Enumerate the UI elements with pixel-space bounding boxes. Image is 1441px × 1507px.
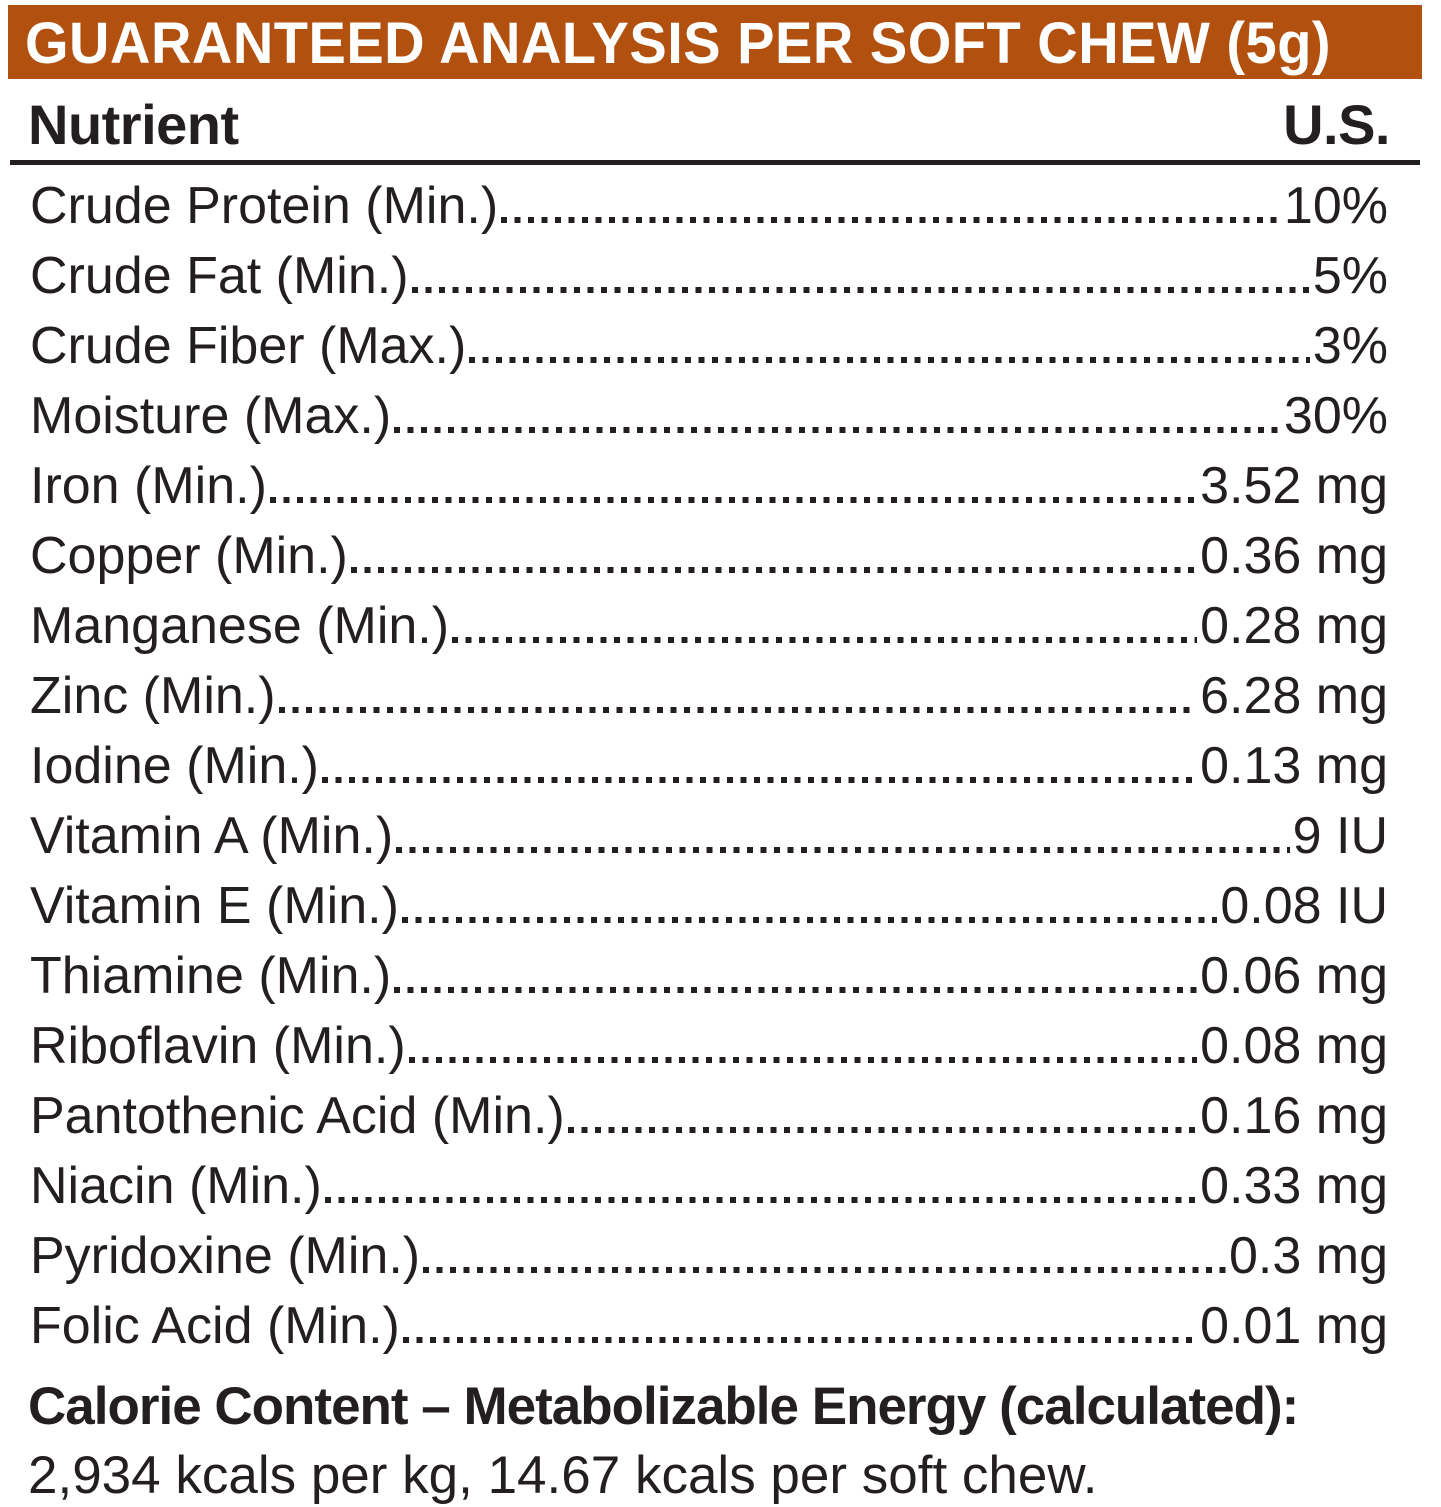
nutrient-label: Riboflavin (Min.) bbox=[30, 1017, 406, 1075]
nutrient-value: 10% bbox=[1283, 177, 1388, 235]
table-row: Vitamin A (Min.) 9 IU bbox=[30, 801, 1388, 871]
dot-leader bbox=[411, 287, 1310, 293]
nutrient-label: Iron (Min.) bbox=[30, 457, 267, 515]
table-row: Zinc (Min.) 6.28 mg bbox=[30, 661, 1388, 731]
dot-leader bbox=[501, 217, 1281, 223]
table-row: Manganese (Min.) 0.28 mg bbox=[30, 591, 1388, 661]
banner-title: GUARANTEED ANALYSIS PER SOFT CHEW (5g) bbox=[25, 9, 1332, 75]
nutrient-value: 3% bbox=[1312, 317, 1388, 375]
nutrient-label: Copper (Min.) bbox=[30, 527, 348, 585]
nutrient-value: 0.16 mg bbox=[1200, 1087, 1388, 1145]
table-row: Copper (Min.) 0.36 mg bbox=[30, 521, 1388, 591]
table-row: Thiamine (Min.) 0.06 mg bbox=[30, 941, 1388, 1011]
dot-leader bbox=[322, 777, 1198, 783]
table-row: Pyridoxine (Min.) 0.3 mg bbox=[30, 1221, 1388, 1291]
dot-leader bbox=[269, 497, 1198, 503]
nutrient-label: Crude Fiber (Max.) bbox=[30, 317, 467, 375]
table-row: Riboflavin (Min.) 0.08 mg bbox=[30, 1011, 1388, 1081]
table-row: Folic Acid (Min.) 0.01 mg bbox=[30, 1291, 1388, 1361]
dot-leader bbox=[423, 1267, 1227, 1273]
header-divider-rule bbox=[10, 160, 1420, 165]
dot-leader bbox=[396, 847, 1290, 853]
dot-leader bbox=[567, 1127, 1198, 1133]
nutrient-label: Manganese (Min.) bbox=[30, 597, 450, 655]
dot-leader bbox=[350, 567, 1198, 573]
dot-leader bbox=[278, 707, 1198, 713]
nutrient-label: Crude Fat (Min.) bbox=[30, 247, 409, 305]
column-header-nutrient: Nutrient bbox=[28, 93, 239, 156]
dot-leader bbox=[408, 1057, 1198, 1063]
nutrient-label: Pyridoxine (Min.) bbox=[30, 1227, 421, 1285]
nutrient-value: 0.06 mg bbox=[1200, 947, 1388, 1005]
nutrient-value: 6.28 mg bbox=[1200, 667, 1388, 725]
nutrient-value: 0.3 mg bbox=[1229, 1227, 1388, 1285]
nutrient-label: Iodine (Min.) bbox=[30, 737, 319, 795]
dot-leader bbox=[452, 637, 1198, 643]
nutrient-value: 0.01 mg bbox=[1200, 1297, 1388, 1355]
nutrient-value: 3.52 mg bbox=[1200, 457, 1388, 515]
calorie-content-detail: 2,934 kcals per kg, 14.67 kcals per soft… bbox=[28, 1446, 1098, 1505]
table-row: Iron (Min.) 3.52 mg bbox=[30, 451, 1388, 521]
banner: GUARANTEED ANALYSIS PER SOFT CHEW (5g) bbox=[8, 5, 1422, 79]
nutrient-label: Thiamine (Min.) bbox=[30, 947, 392, 1005]
nutrient-value: 0.33 mg bbox=[1200, 1157, 1388, 1215]
nutrient-label: Niacin (Min.) bbox=[30, 1157, 322, 1215]
calorie-content-heading: Calorie Content – Metabolizable Energy (… bbox=[28, 1377, 1299, 1436]
guaranteed-analysis-label: GUARANTEED ANALYSIS PER SOFT CHEW (5g) N… bbox=[0, 5, 1441, 1505]
nutrient-value: 30% bbox=[1283, 387, 1388, 445]
table-row: Moisture (Max.) 30% bbox=[30, 381, 1388, 451]
nutrient-value: 0.28 mg bbox=[1200, 597, 1388, 655]
nutrient-label: Folic Acid (Min.) bbox=[30, 1297, 400, 1355]
nutrient-value: 9 IU bbox=[1292, 807, 1388, 865]
dot-leader bbox=[402, 1337, 1198, 1343]
nutrient-label: Zinc (Min.) bbox=[30, 667, 276, 725]
dot-leader bbox=[394, 427, 1281, 433]
table-row: Iodine (Min.) 0.13 mg bbox=[30, 731, 1388, 801]
nutrient-table: Crude Protein (Min.) 10% Crude Fat (Min.… bbox=[30, 171, 1388, 1361]
column-header-us: U.S. bbox=[1283, 93, 1390, 156]
dot-leader bbox=[394, 987, 1198, 993]
nutrient-value: 0.13 mg bbox=[1200, 737, 1388, 795]
nutrient-value: 0.08 IU bbox=[1220, 877, 1388, 935]
nutrient-value: 0.36 mg bbox=[1200, 527, 1388, 585]
nutrient-value: 0.08 mg bbox=[1200, 1017, 1388, 1075]
table-header: Nutrient U.S. bbox=[28, 95, 1390, 155]
nutrient-value: 5% bbox=[1312, 247, 1388, 305]
nutrient-label: Moisture (Max.) bbox=[30, 387, 392, 445]
table-row: Crude Fat (Min.) 5% bbox=[30, 241, 1388, 311]
table-row: Crude Protein (Min.) 10% bbox=[30, 171, 1388, 241]
table-row: Vitamin E (Min.) 0.08 IU bbox=[30, 871, 1388, 941]
dot-leader bbox=[324, 1197, 1198, 1203]
nutrient-label: Vitamin A (Min.) bbox=[30, 807, 394, 865]
table-row: Pantothenic Acid (Min.) 0.16 mg bbox=[30, 1081, 1388, 1151]
table-row: Niacin (Min.) 0.33 mg bbox=[30, 1151, 1388, 1221]
nutrient-label: Crude Protein (Min.) bbox=[30, 177, 499, 235]
nutrient-label: Vitamin E (Min.) bbox=[30, 877, 399, 935]
nutrient-label: Pantothenic Acid (Min.) bbox=[30, 1087, 565, 1145]
dot-leader bbox=[469, 357, 1310, 363]
table-row: Crude Fiber (Max.) 3% bbox=[30, 311, 1388, 381]
dot-leader bbox=[401, 917, 1218, 923]
